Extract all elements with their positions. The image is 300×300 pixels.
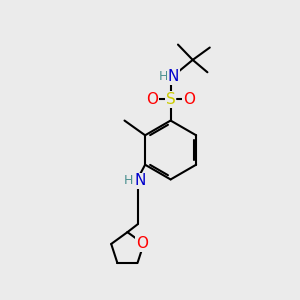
Text: N: N — [168, 69, 179, 84]
Text: O: O — [146, 92, 158, 107]
Text: H: H — [124, 174, 134, 188]
Text: S: S — [166, 92, 176, 107]
Text: N: N — [134, 173, 146, 188]
Text: O: O — [183, 92, 195, 107]
Text: O: O — [136, 236, 148, 251]
Text: H: H — [159, 70, 168, 83]
